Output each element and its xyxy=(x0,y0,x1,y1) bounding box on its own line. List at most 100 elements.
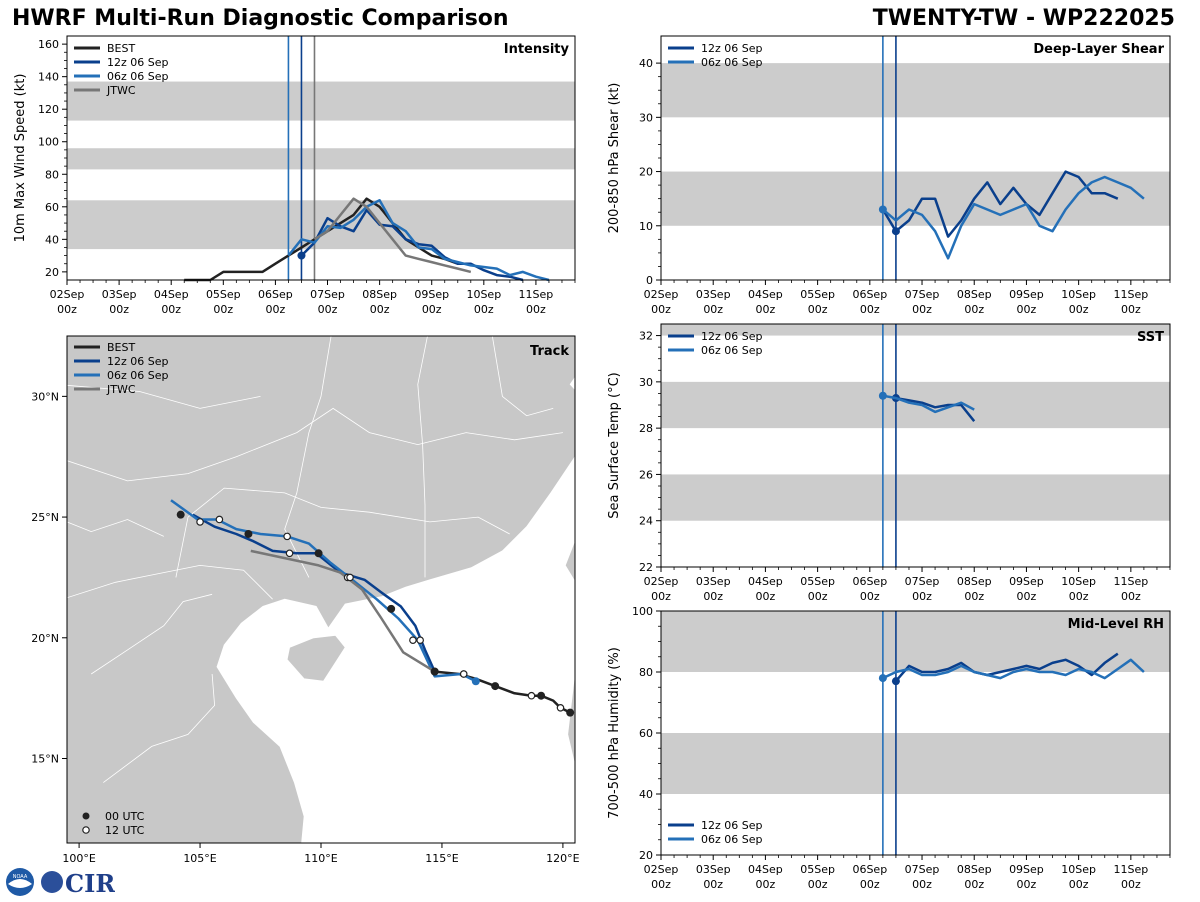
border-line xyxy=(67,564,273,600)
track-marker-12utc xyxy=(409,636,417,645)
rh-init-marker xyxy=(891,677,900,686)
intensity-legend-label: JTWC xyxy=(106,84,136,97)
intensity-xtick-hour-label: 00z xyxy=(266,303,286,316)
sst-ytick-label: 24 xyxy=(639,515,653,528)
track-legend-label: BEST xyxy=(107,341,135,354)
shear-xtick-day-label: 11Sep xyxy=(1113,288,1148,301)
sst-xtick-day-label: 05Sep xyxy=(800,575,835,588)
rh-xtick-hour-label: 00z xyxy=(912,878,932,891)
sst-xtick-hour-label: 00z xyxy=(1121,590,1141,603)
page-title: HWRF Multi-Run Diagnostic Comparison xyxy=(12,6,509,31)
shear-xtick-day-label: 04Sep xyxy=(748,288,783,301)
sst-legend-label: 06z 06 Sep xyxy=(701,344,763,357)
rh-xtick-hour-label: 00z xyxy=(1017,878,1037,891)
track-legend-label: JTWC xyxy=(106,383,136,396)
storm-id-title: TWENTY-TW - WP222025 xyxy=(872,6,1175,31)
rh-ytick-label: 100 xyxy=(632,605,653,618)
rh-xtick-hour-label: 00z xyxy=(964,878,984,891)
shear-xtick-day-label: 06Sep xyxy=(852,288,887,301)
sst-xtick-day-label: 02Sep xyxy=(644,575,679,588)
track-ytick-label: 15°N xyxy=(31,753,59,766)
track-marker-00utc xyxy=(566,708,575,717)
intensity-band xyxy=(67,81,575,121)
sst-series-line xyxy=(895,396,976,422)
intensity-xtick-day-label: 07Sep xyxy=(310,288,345,301)
track-marker-00utc xyxy=(244,529,253,538)
rh-xtick-day-label: 09Sep xyxy=(1009,863,1044,876)
track-line xyxy=(250,549,436,673)
intensity-xtick-hour-label: 00z xyxy=(526,303,546,316)
border-line xyxy=(67,519,164,537)
sst-xtick-day-label: 08Sep xyxy=(957,575,992,588)
track-xtick-label: 110°E xyxy=(304,852,337,865)
intensity-ytick-label: 120 xyxy=(38,103,59,116)
shear-frame xyxy=(660,35,1171,281)
track-marker-00utc xyxy=(387,604,396,613)
sst-plot-bg xyxy=(661,324,1170,567)
taiwan-island xyxy=(564,539,575,583)
sst-xtick-day-label: 10Sep xyxy=(1061,575,1096,588)
rh-series-line xyxy=(894,652,1119,682)
track-marker-00utc xyxy=(537,691,546,700)
intensity-panel: 20 40 60 80 100 120 140 160 02Sep 00z 03Sep 00z 04Se… xyxy=(13,35,576,316)
track-ytick-label: 30°N xyxy=(31,390,59,403)
rh-xtick-day-label: 05Sep xyxy=(800,863,835,876)
track-legend-label: 06z 06 Sep xyxy=(107,369,169,382)
rh-xtick-day-label: 08Sep xyxy=(957,863,992,876)
marker-legend-00utc xyxy=(82,812,90,820)
intensity-ytick-label: 140 xyxy=(38,71,59,84)
sst-xtick-day-label: 06Sep xyxy=(852,575,887,588)
sst-panel-title: SST xyxy=(1137,330,1164,345)
sst-xtick-hour-label: 00z xyxy=(756,590,776,603)
rh-xtick-day-label: 10Sep xyxy=(1061,863,1096,876)
rh-panel: 20 40 60 80 100 02Sep 00z 03Sep 00z 04Sep 00z 05Sep… xyxy=(607,605,1171,891)
rh-ylabel: 700-500 hPa Humidity (%) xyxy=(607,647,622,819)
sst-xtick-day-label: 03Sep xyxy=(696,575,731,588)
shear-ytick-label: 10 xyxy=(639,220,653,233)
sst-xtick-hour-label: 00z xyxy=(1069,590,1089,603)
sst-xtick-day-label: 09Sep xyxy=(1009,575,1044,588)
track-ytick-label: 25°N xyxy=(31,511,59,524)
rh-ytick-label: 40 xyxy=(639,788,653,801)
intensity-ytick-label: 60 xyxy=(45,201,59,214)
rh-ytick-label: 20 xyxy=(639,849,653,862)
sst-ytick-label: 30 xyxy=(639,376,653,389)
shear-xtick-hour-label: 00z xyxy=(912,303,932,316)
intensity-ytick-label: 20 xyxy=(45,266,59,279)
intensity-frame xyxy=(66,35,576,281)
shear-xtick-hour-label: 00z xyxy=(703,303,723,316)
track-marker-12utc xyxy=(283,532,291,541)
intensity-xtick-day-label: 09Sep xyxy=(414,288,449,301)
mainland-land xyxy=(67,336,575,843)
rh-ytick-label: 80 xyxy=(639,666,653,679)
rh-init-marker xyxy=(878,674,887,683)
rh-legend-label: 06z 06 Sep xyxy=(701,833,763,846)
track-marker-12utc xyxy=(285,549,294,558)
sst-ylabel: Sea Surface Temp (°C) xyxy=(607,372,622,519)
track-marker-current xyxy=(471,677,480,686)
hainan-island xyxy=(286,634,346,682)
sst-ytick-label: 22 xyxy=(639,561,653,574)
luzon-island xyxy=(567,671,575,767)
rh-xtick-day-label: 02Sep xyxy=(644,863,679,876)
shear-xtick-hour-label: 00z xyxy=(1069,303,1089,316)
sst-ytick-label: 32 xyxy=(639,330,653,343)
intensity-ytick-label: 80 xyxy=(45,168,59,181)
track-marker-12utc xyxy=(346,573,354,582)
border-line xyxy=(90,593,213,675)
shear-band xyxy=(661,171,1170,226)
shear-band xyxy=(661,63,1170,118)
sst-xtick-hour-label: 00z xyxy=(964,590,984,603)
intensity-xtick-hour-label: 00z xyxy=(57,303,77,316)
sst-xtick-day-label: 04Sep xyxy=(748,575,783,588)
shear-ylabel: 200-850 hPa Shear (kt) xyxy=(607,83,622,234)
intensity-xtick-hour-label: 00z xyxy=(370,303,390,316)
track-xtick-label: 120°E xyxy=(546,852,579,865)
track-panel: 100°E 105°E 110°E 115°E 120°E 15°N 20°N 25°N 30°… xyxy=(31,335,580,865)
shear-xtick-hour-label: 00z xyxy=(1017,303,1037,316)
rh-xtick-hour-label: 00z xyxy=(1121,878,1141,891)
sst-xtick-hour-label: 00z xyxy=(860,590,880,603)
rh-xtick-hour-label: 00z xyxy=(860,878,880,891)
intensity-legend-label: BEST xyxy=(107,42,135,55)
